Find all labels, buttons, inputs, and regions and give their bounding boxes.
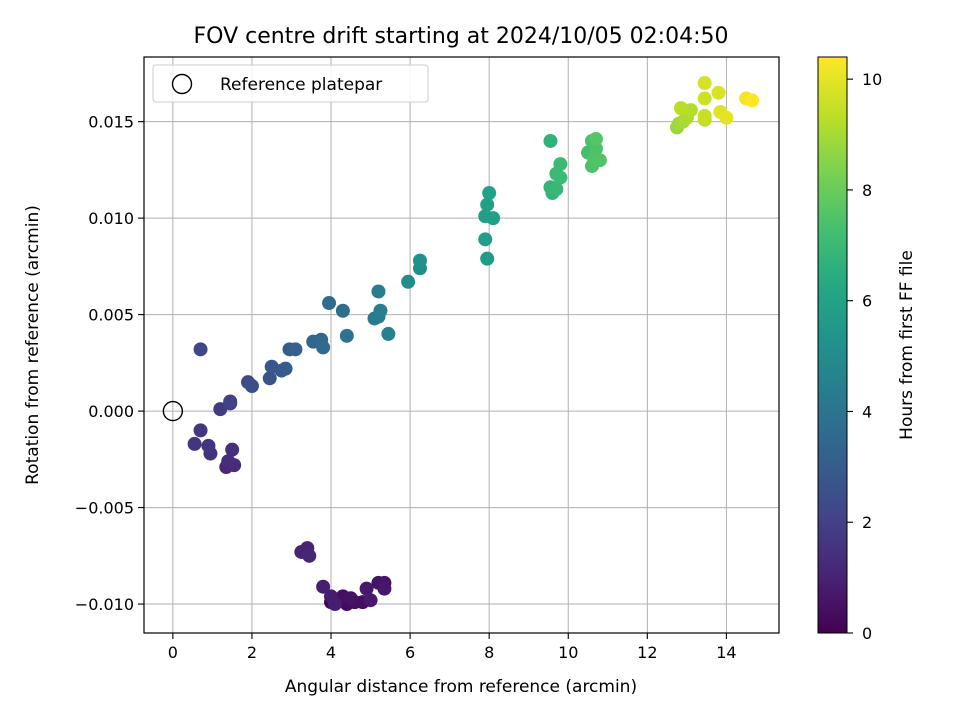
colorbar-tick-label: 6 [862,292,872,311]
data-point [359,581,374,596]
x-tick-label: 10 [558,643,578,662]
x-tick-label: 12 [637,643,657,662]
data-point [343,591,358,606]
y-tick-label: 0.010 [88,209,134,228]
x-tick-label: 2 [247,643,257,662]
legend-label: Reference platepar [220,75,382,95]
data-point [401,274,416,289]
y-tick-label: −0.005 [75,499,134,518]
data-point [478,232,493,247]
data-point [745,93,760,108]
data-point [223,394,238,409]
data-point [371,284,386,299]
data-point [697,91,712,106]
colorbar-tick-label: 4 [862,402,872,421]
chart-title: FOV centre drift starting at 2024/10/05 … [194,24,729,49]
legend-marker-icon [171,73,193,95]
reference-platepar-marker [162,400,184,422]
data-point [377,581,392,596]
legend: Reference platepar [152,64,429,103]
plot-frame [143,56,780,634]
data-point [322,296,337,311]
data-point [302,548,317,563]
data-point [549,182,564,197]
data-point [412,253,427,268]
data-point [201,438,216,453]
data-point [363,593,378,608]
colorbar-tick-label: 10 [862,70,882,89]
data-point [327,597,342,612]
data-point [543,133,558,148]
data-point [711,85,726,100]
x-axis: 0 2 4 6 8 10 12 14 [168,633,737,662]
data-point [221,454,236,469]
data-point [187,436,202,451]
x-tick-label: 0 [168,643,178,662]
data-point [373,303,388,318]
data-point [193,423,208,438]
data-point [553,157,568,172]
data-point [482,186,497,201]
x-tick-label: 4 [326,643,336,662]
data-point [697,108,712,123]
data-point [553,170,568,185]
data-point [316,340,331,355]
y-tick-label: −0.010 [75,595,134,614]
data-point [316,579,331,594]
legend-box [152,64,429,103]
colorbar-tick-label: 2 [862,513,872,532]
data-point [278,361,293,376]
data-point [480,251,495,266]
colorbar: 0 2 4 6 8 10 Hours from first FF file [817,56,917,643]
data-point [244,379,259,394]
data-point [480,197,495,212]
y-axis: −0.010 −0.005 0.000 0.005 0.010 0.015 [75,113,144,614]
data-point [719,110,734,125]
data-point [339,328,354,343]
data-point [225,442,240,457]
x-tick-label: 8 [484,643,494,662]
y-tick-label: 0.015 [88,113,134,132]
data-point [588,132,603,147]
x-axis-label: Angular distance from reference (arcmin) [285,677,637,697]
y-tick-label: 0.005 [88,306,134,325]
colorbar-label: Hours from first FF file [897,250,917,440]
y-axis-label: Rotation from reference (arcmin) [23,205,43,485]
data-point [673,101,688,116]
grid-lines [144,57,779,633]
data-point [335,303,350,318]
x-tick-label: 6 [405,643,415,662]
data-point [697,76,712,91]
y-tick-label: 0.000 [88,402,134,421]
data-point [381,326,396,341]
data-point [288,342,303,357]
data-point [486,211,501,226]
colorbar-tick-label: 8 [862,181,872,200]
colorbar-gradient [817,56,848,634]
data-points [187,76,760,612]
data-point [262,371,277,386]
colorbar-tick-label: 0 [862,624,872,643]
data-point [193,342,208,357]
data-point [592,153,607,168]
x-tick-label: 14 [716,643,736,662]
